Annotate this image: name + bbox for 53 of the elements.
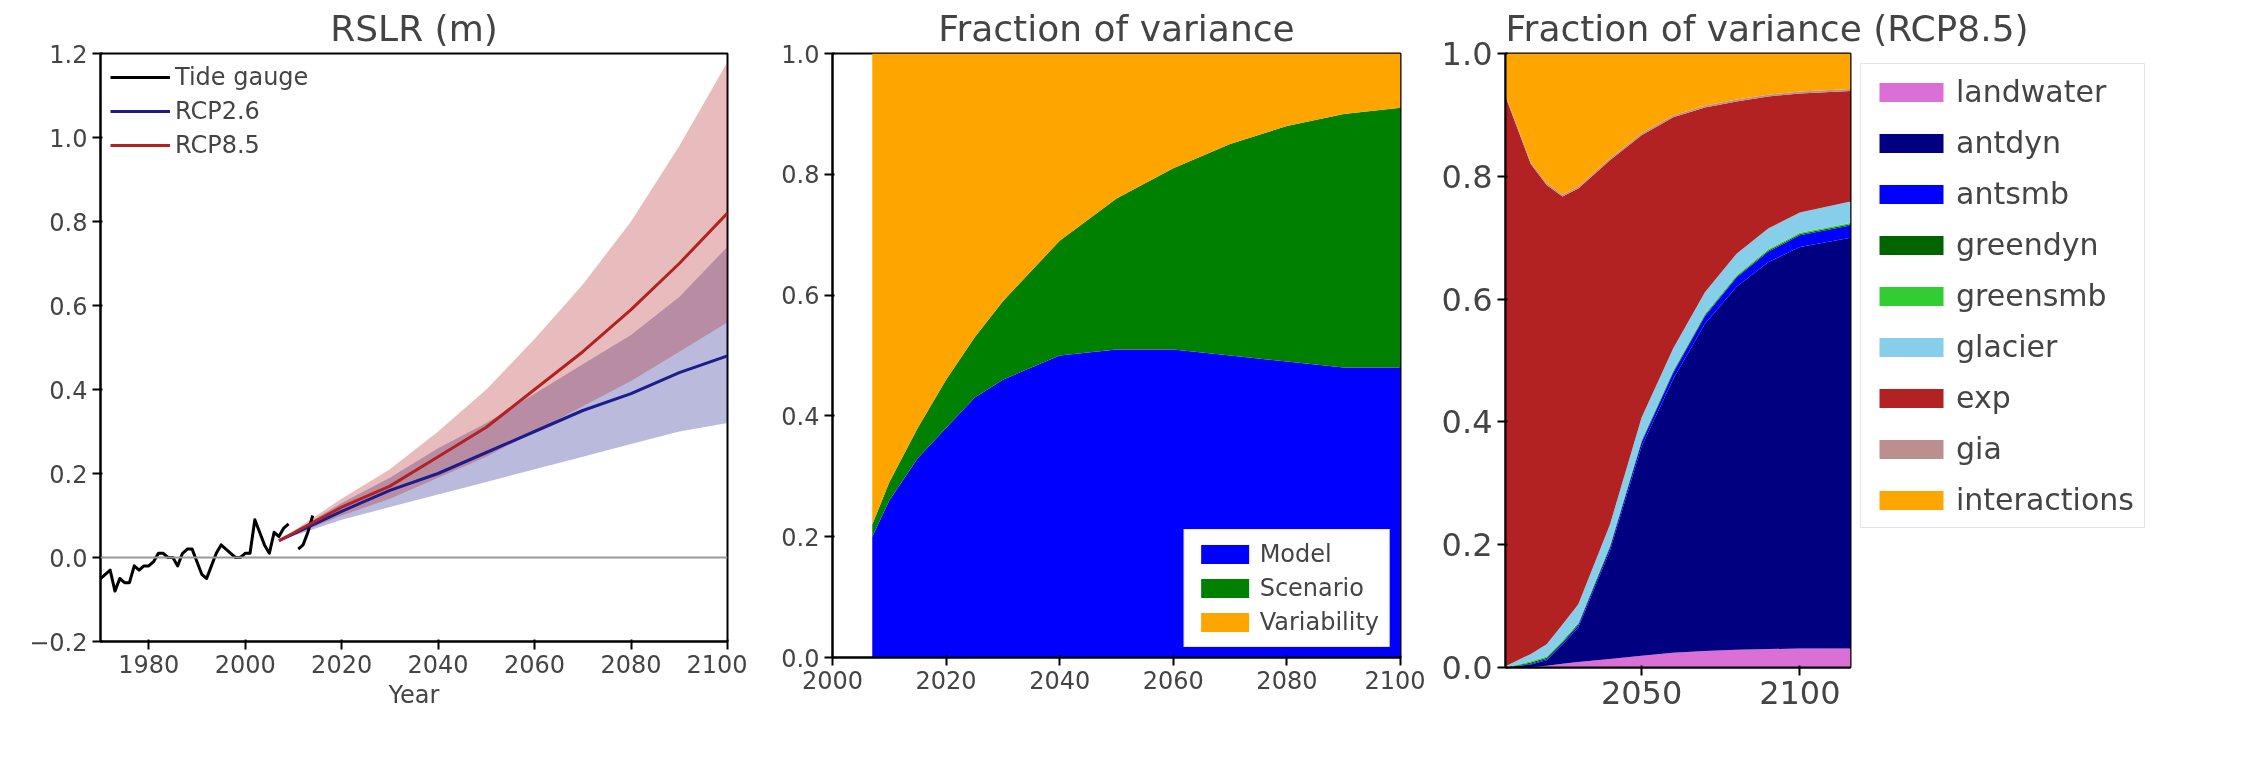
y-tick-label: 1.0 — [49, 124, 88, 153]
y-tick-label: 0.6 — [49, 292, 88, 321]
y-tick-label: 0.6 — [781, 282, 820, 311]
legend-label: greendyn — [1956, 227, 2099, 262]
legend-label: antsmb — [1956, 176, 2070, 211]
x-axis-title: Year — [387, 680, 440, 709]
x-tick-label: 2000 — [801, 666, 864, 695]
chart-title: RSLR (m) — [330, 7, 498, 49]
legend-label: Scenario — [1259, 574, 1364, 602]
legend-label: RCP2.6 — [175, 97, 260, 125]
y-tick-label: 0.0 — [1441, 649, 1493, 687]
chart-title: Fraction of variance (RCP8.5) — [1505, 7, 2029, 49]
legend-label: gia — [1956, 431, 2002, 466]
legend-label: Model — [1259, 540, 1332, 568]
y-tick-label: 0.2 — [1441, 526, 1493, 565]
legend-label: RCP8.5 — [175, 131, 260, 159]
x-tick-label: 2100 — [1364, 666, 1426, 695]
y-tick-label: 0.4 — [781, 402, 820, 431]
y-tick-label: 0.4 — [49, 376, 88, 405]
x-tick-label: 2100 — [686, 650, 748, 679]
legend-label: antdyn — [1956, 125, 2061, 160]
x-tick-label: 2080 — [600, 650, 662, 679]
y-tick-label: 0.2 — [781, 523, 820, 552]
y-tick-label: 0.0 — [49, 544, 88, 573]
y-tick-label: 0.8 — [1441, 157, 1493, 196]
x-tick-label: 1980 — [118, 650, 180, 679]
y-tick-label: 0.8 — [781, 161, 820, 190]
y-tick-label: 0.6 — [1441, 280, 1493, 319]
x-tick-label: 2000 — [214, 650, 276, 679]
y-tick-label: 1.0 — [1441, 35, 1493, 73]
legend-label: exp — [1956, 380, 2011, 415]
y-tick-label: 1.0 — [781, 40, 820, 69]
legend-label: landwater — [1956, 74, 2107, 109]
legend-label: glacier — [1956, 329, 2058, 364]
legend-label: greensmb — [1956, 278, 2107, 313]
y-tick-label: 0.4 — [1441, 403, 1493, 442]
y-tick-label: −0.2 — [29, 628, 88, 657]
x-tick-label: 2060 — [504, 650, 566, 679]
legend-label: interactions — [1956, 482, 2134, 517]
y-tick-label: 1.2 — [49, 40, 88, 69]
legend-label: Variability — [1259, 608, 1379, 636]
legend-label: Tide gauge — [175, 63, 309, 91]
y-tick-label: 0.2 — [49, 460, 88, 489]
chart-title: Fraction of variance — [938, 7, 1295, 49]
x-tick-label: 2020 — [915, 666, 977, 695]
x-tick-label: 2050 — [1600, 673, 1683, 712]
x-tick-label: 2040 — [1029, 666, 1091, 695]
x-tick-label: 2020 — [311, 650, 373, 679]
x-tick-label: 2080 — [1256, 666, 1318, 695]
y-tick-label: 0.8 — [49, 208, 88, 237]
x-tick-label: 2040 — [407, 650, 469, 679]
x-tick-label: 2060 — [1142, 666, 1204, 695]
x-tick-label: 2100 — [1759, 673, 1841, 712]
